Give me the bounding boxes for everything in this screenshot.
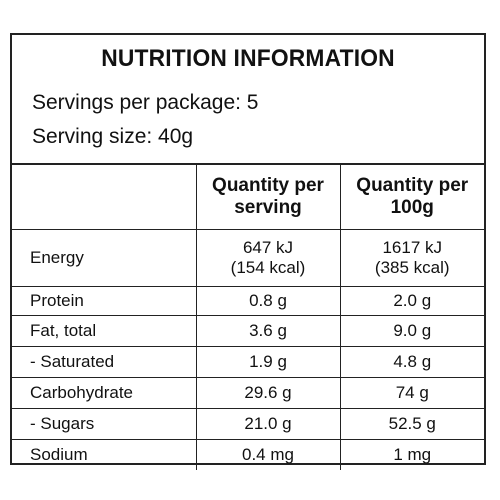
sugars-per-100g: 52.5 g bbox=[339, 408, 484, 440]
header-per-100g-line2: 100g bbox=[390, 197, 434, 218]
row-label-saturated: - Saturated bbox=[12, 346, 197, 378]
row-label-protein: Protein bbox=[12, 286, 197, 316]
servings-per-package: Servings per package: 5 bbox=[32, 91, 259, 114]
energy-per-serving-kj: 647 kJ bbox=[242, 238, 294, 257]
table-row: - Saturated 1.9 g 4.8 g bbox=[12, 346, 484, 378]
nutrition-table: Quantity per serving Quantity per 100g E… bbox=[12, 163, 484, 470]
table-row: Sodium 0.4 mg 1 mg bbox=[12, 439, 484, 470]
sodium-per-100g: 1 mg bbox=[339, 439, 484, 470]
header-empty-cell bbox=[12, 163, 197, 230]
serving-size: Serving size: 40g bbox=[32, 125, 194, 148]
table-row: - Sugars 21.0 g 52.5 g bbox=[12, 408, 484, 440]
row-label-fat-total: Fat, total bbox=[12, 315, 197, 347]
energy-per-100g: 1617 kJ (385 kcal) bbox=[339, 229, 484, 287]
energy-per-serving: 647 kJ (154 kcal) bbox=[195, 229, 341, 287]
row-label-energy: Energy bbox=[12, 229, 197, 287]
panel-title: NUTRITION INFORMATION bbox=[101, 45, 395, 72]
protein-per-100g: 2.0 g bbox=[339, 286, 484, 316]
row-label-sugars: - Sugars bbox=[12, 408, 197, 440]
energy-per-serving-kcal: (154 kcal) bbox=[230, 258, 306, 277]
energy-per-100g-kcal: (385 kcal) bbox=[374, 258, 450, 277]
header-row: Quantity per serving Quantity per 100g bbox=[12, 163, 484, 230]
header-per-serving: Quantity per serving bbox=[195, 163, 341, 230]
row-label-sodium: Sodium bbox=[12, 439, 197, 470]
sugars-per-serving: 21.0 g bbox=[195, 408, 341, 440]
header-per-serving-line2: serving bbox=[234, 197, 302, 218]
header-per-100g-line1: Quantity per bbox=[356, 175, 469, 196]
header-per-serving-line1: Quantity per bbox=[212, 175, 324, 196]
fat-per-serving: 3.6 g bbox=[195, 315, 341, 347]
protein-per-serving: 0.8 g bbox=[195, 286, 341, 316]
sodium-per-serving: 0.4 mg bbox=[195, 439, 341, 470]
header-per-100g: Quantity per 100g bbox=[339, 163, 484, 230]
table-row: Protein 0.8 g 2.0 g bbox=[12, 286, 484, 316]
carbohydrate-per-serving: 29.6 g bbox=[195, 377, 341, 409]
fat-per-100g: 9.0 g bbox=[339, 315, 484, 347]
energy-per-100g-kj: 1617 kJ bbox=[382, 238, 443, 257]
table-row: Energy 647 kJ (154 kcal) 1617 kJ (385 kc… bbox=[12, 229, 484, 287]
saturated-per-100g: 4.8 g bbox=[339, 346, 484, 378]
table-row: Fat, total 3.6 g 9.0 g bbox=[12, 315, 484, 347]
row-label-carbohydrate: Carbohydrate bbox=[12, 377, 197, 409]
carbohydrate-per-100g: 74 g bbox=[339, 377, 484, 409]
saturated-per-serving: 1.9 g bbox=[195, 346, 341, 378]
table-row: Carbohydrate 29.6 g 74 g bbox=[12, 377, 484, 409]
nutrition-panel: NUTRITION INFORMATION Servings per packa… bbox=[10, 33, 486, 470]
